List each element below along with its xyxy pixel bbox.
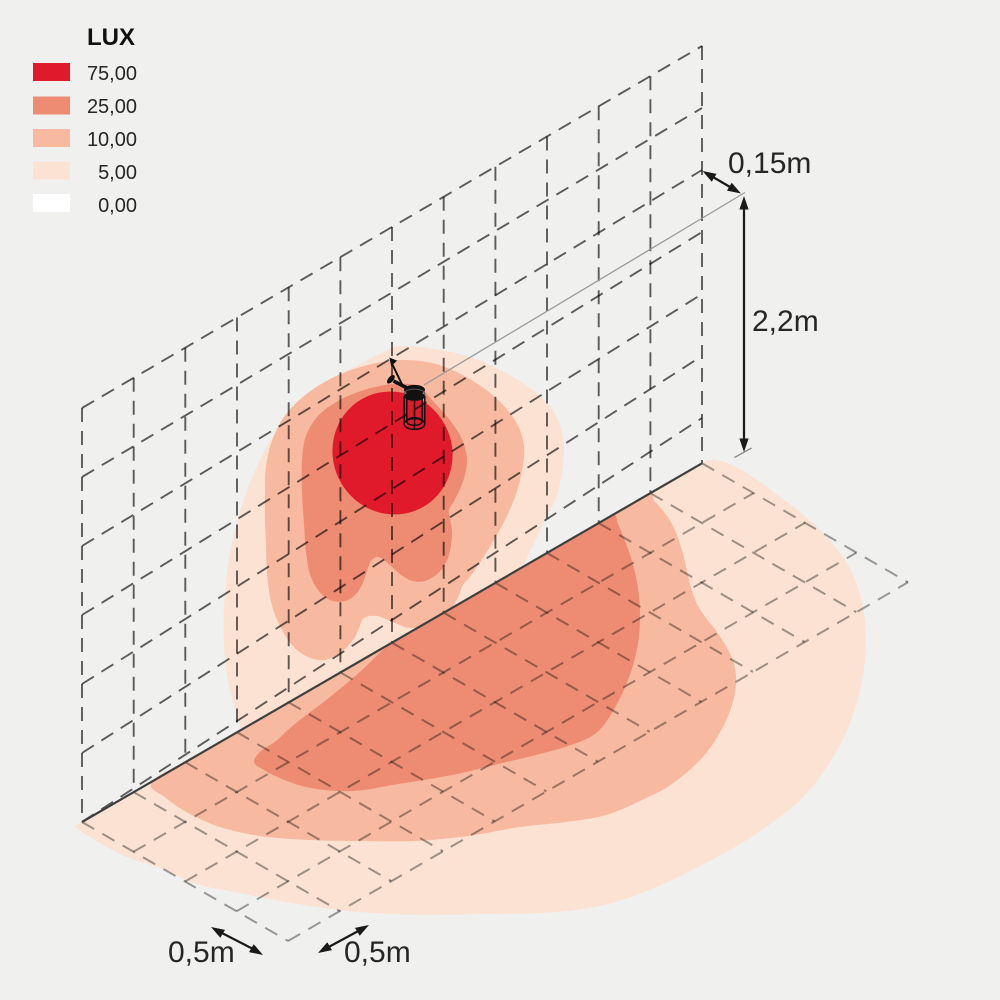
svg-text:0,5m: 0,5m [344,936,411,969]
svg-text:10,00: 10,00 [87,129,137,151]
svg-text:2,2m: 2,2m [752,305,819,338]
svg-text:LUX: LUX [87,24,135,51]
svg-text:75,00: 75,00 [87,63,137,85]
svg-text:5,00: 5,00 [98,162,137,184]
svg-text:0,5m: 0,5m [168,936,235,969]
svg-text:25,00: 25,00 [87,96,137,118]
svg-text:0,00: 0,00 [98,195,137,217]
svg-text:0,15m: 0,15m [728,147,811,180]
